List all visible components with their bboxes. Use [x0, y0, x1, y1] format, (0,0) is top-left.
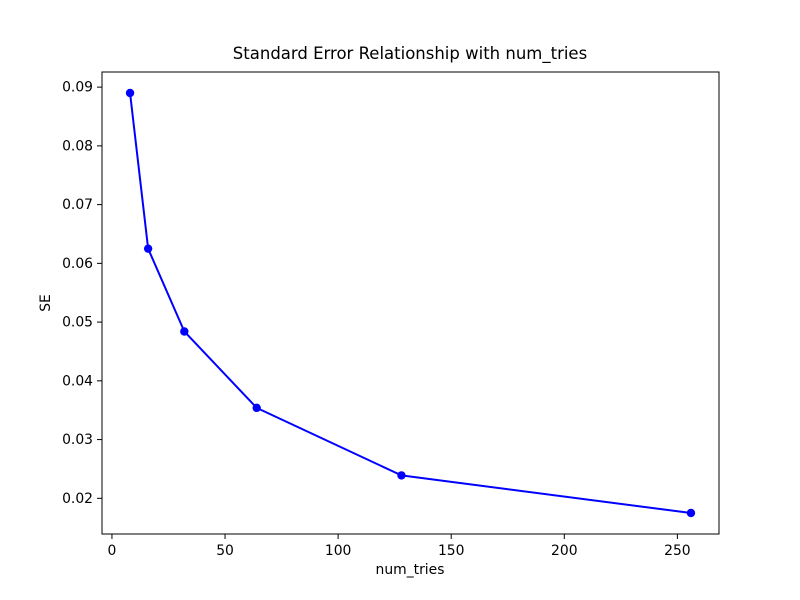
- data-point: [143, 244, 153, 253]
- y-tick-label: 0.05: [62, 315, 93, 331]
- y-axis-label: SE: [38, 294, 54, 312]
- y-tick-label: 0.03: [62, 432, 93, 448]
- x-tick-label: 0: [108, 543, 117, 559]
- y-tick-label: 0.04: [62, 373, 93, 389]
- data-point: [686, 508, 696, 518]
- data-point: [252, 403, 261, 413]
- y-tick-label: 0.09: [62, 80, 93, 96]
- data-point: [180, 327, 189, 336]
- x-tick-label: 50: [216, 543, 234, 559]
- x-tick-label: 100: [325, 543, 352, 559]
- y-tick-label: 0.08: [62, 138, 93, 154]
- data-point: [125, 88, 135, 98]
- x-tick-label: 250: [664, 543, 691, 559]
- data-point: [397, 471, 406, 480]
- y-tick-label: 0.06: [62, 256, 93, 272]
- se-line-series: [129, 92, 692, 514]
- chart-title: Standard Error Relationship with num_tri…: [232, 44, 588, 63]
- axes-frame: [101, 71, 720, 535]
- x-tick-label: 150: [438, 543, 465, 559]
- y-tick-label: 0.02: [62, 491, 93, 507]
- x-tick-label: 200: [551, 543, 578, 559]
- x-axis-label: num_tries: [375, 562, 445, 578]
- y-tick-label: 0.07: [62, 197, 93, 213]
